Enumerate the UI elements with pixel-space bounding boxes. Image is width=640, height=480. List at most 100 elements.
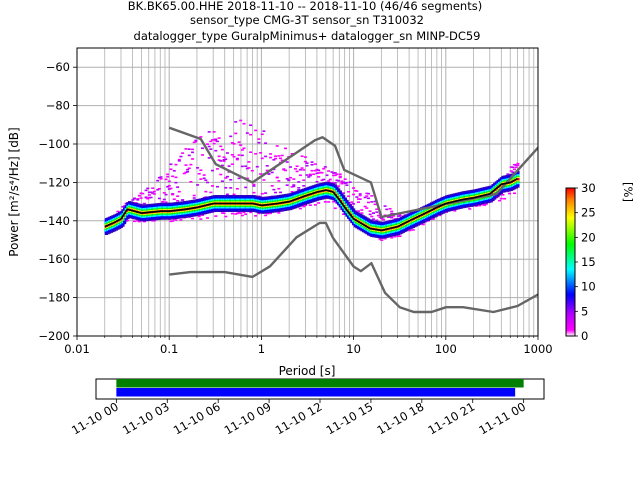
psd-cell	[244, 165, 248, 168]
psd-cell	[254, 129, 258, 132]
psd-cell	[252, 191, 256, 194]
psd-cell	[282, 168, 286, 171]
psd-cell	[390, 236, 394, 239]
psd-cell	[264, 214, 268, 217]
psd-cell	[378, 216, 382, 219]
x-tick-label: 1	[258, 342, 265, 356]
psd-cell	[214, 138, 218, 141]
psd-cell	[300, 155, 304, 158]
psd-cell	[323, 166, 327, 168]
psd-cell	[174, 181, 178, 184]
psd-cell	[285, 184, 289, 187]
timeline-tick-label: 11-10 12	[273, 399, 325, 437]
psd-cell	[212, 138, 216, 141]
psd-cell	[358, 194, 362, 197]
psd-cell	[151, 192, 155, 194]
psd-cell	[149, 191, 153, 194]
psd-cell	[290, 190, 294, 193]
psd-cell	[340, 181, 344, 184]
x-tick-label: 10	[346, 342, 361, 356]
psd-cell	[333, 182, 337, 184]
figure-title: BK.BK65.00.HHE 2018-11-10 -- 2018-11-10 …	[128, 0, 482, 43]
psd-cell	[149, 196, 153, 199]
psd-cell	[366, 201, 370, 204]
x-tick-label: 0.1	[160, 342, 178, 356]
timeline-tick-label: 11-10 09	[222, 399, 274, 437]
timeline-tick-label: 11-10 00	[69, 399, 121, 437]
psd-cell	[124, 212, 128, 215]
psd-cell	[353, 217, 357, 221]
colorbar-gradient	[565, 187, 576, 337]
psd-cell	[255, 165, 259, 168]
psd-cell	[205, 181, 209, 184]
psd-cell	[287, 179, 291, 181]
psd-cell	[184, 164, 188, 166]
psd-cell	[136, 199, 140, 201]
psd-cell	[330, 181, 334, 184]
psd-cell	[174, 163, 178, 166]
psd-cell	[360, 212, 364, 214]
psd-cell	[317, 172, 321, 174]
psd-cell	[516, 178, 520, 181]
psd-cell	[192, 194, 196, 197]
psd-cell	[239, 119, 243, 122]
psd-cell	[300, 167, 304, 169]
psd-cell	[322, 178, 326, 181]
psd-cell	[358, 193, 362, 195]
psd-cell	[347, 195, 351, 198]
psd-cell	[244, 186, 248, 189]
psd-cell	[235, 158, 239, 161]
psd-cell	[172, 218, 176, 221]
psd-cell	[232, 143, 236, 145]
psd-cell	[264, 192, 268, 194]
psd-cell	[484, 203, 488, 205]
psd-cell	[302, 185, 306, 187]
colorbar-tick-label: 10	[581, 280, 596, 294]
psd-cell	[207, 131, 211, 133]
psd-cell	[280, 154, 284, 157]
psd-cell	[139, 197, 143, 199]
psd-cell	[171, 220, 175, 222]
psd-cell	[277, 212, 281, 214]
psd-cell	[501, 194, 505, 196]
grid	[77, 48, 538, 336]
psd-cell	[386, 216, 390, 218]
psd-cell	[343, 178, 347, 180]
psd-cell	[204, 190, 208, 193]
y-tick-label: −80	[46, 99, 70, 113]
psd-cell	[147, 191, 151, 194]
psd-cell	[285, 161, 289, 163]
psd-cell	[204, 196, 208, 198]
psd-cell	[383, 205, 387, 207]
colorbar-tick-label: 25	[581, 206, 596, 220]
psd-cell	[396, 215, 400, 217]
psd-cell	[242, 147, 246, 150]
psd-cell	[259, 173, 263, 175]
psd-cell	[151, 220, 155, 222]
psd-cell	[352, 215, 356, 219]
psd-cell	[242, 211, 246, 214]
psd-cell	[186, 168, 190, 171]
psd-cell	[398, 214, 402, 216]
psd-cell	[468, 208, 472, 210]
psd-cell	[503, 197, 507, 200]
psd-cell	[388, 215, 392, 218]
psd-cell	[478, 204, 482, 207]
title-line-3: datalogger_type GuralpMinimus+ datalogge…	[134, 29, 481, 43]
psd-cell	[274, 157, 278, 160]
psd-cell	[152, 193, 156, 195]
psd-cell	[199, 218, 203, 220]
psd-cell	[249, 151, 253, 153]
psd-cell	[123, 214, 127, 217]
psd-cell	[375, 211, 379, 213]
psd-cell	[225, 152, 229, 154]
psd-cell	[323, 201, 327, 203]
psd-cell	[272, 158, 276, 161]
psd-cell	[245, 177, 249, 180]
psd-cell	[491, 191, 495, 194]
psd-cell	[212, 131, 216, 133]
psd-cell	[124, 202, 128, 205]
psd-cell	[176, 200, 180, 202]
psd-cell	[230, 212, 234, 215]
